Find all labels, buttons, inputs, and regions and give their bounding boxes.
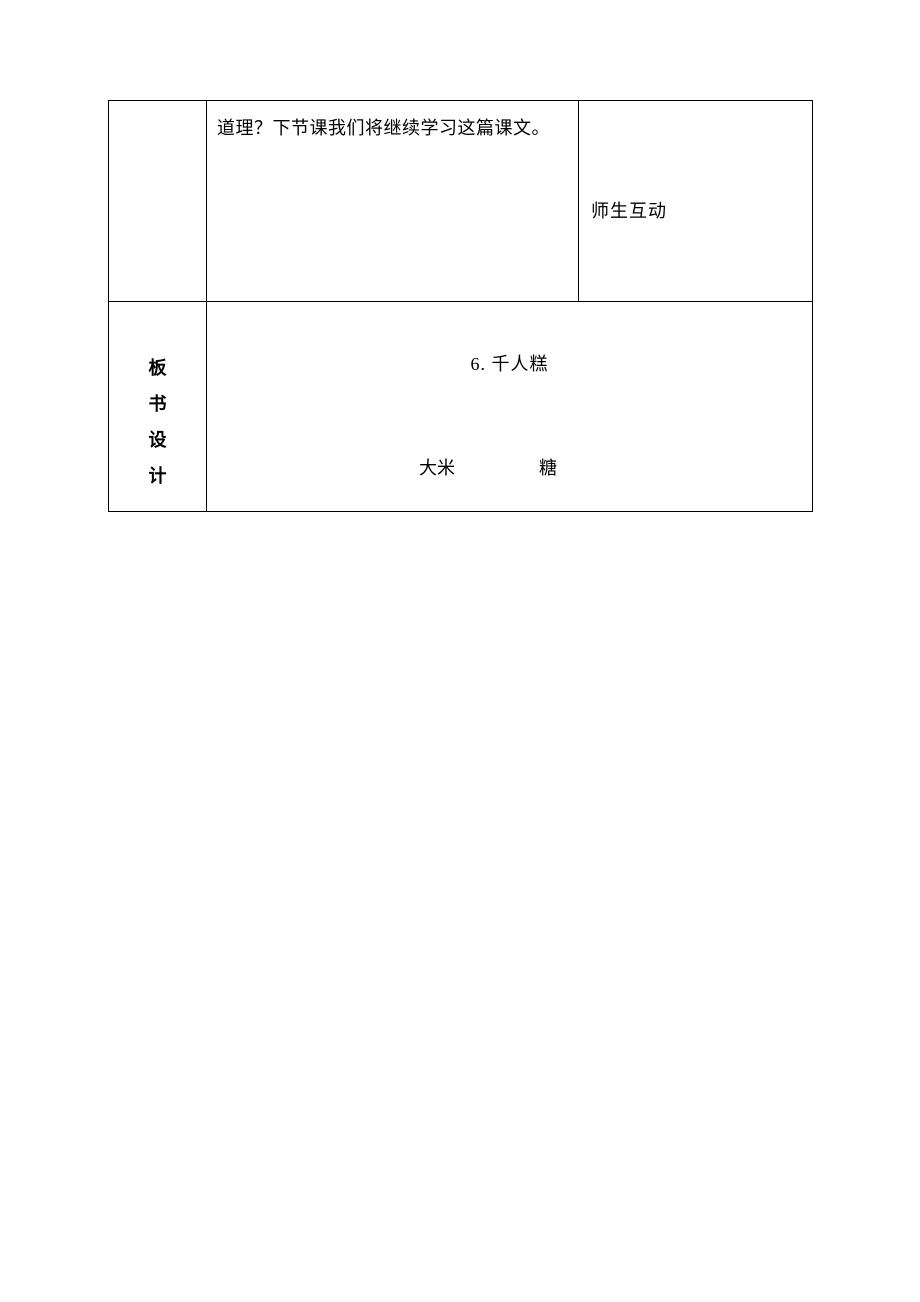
board-title: 6. 千人糕 bbox=[207, 350, 812, 376]
label-char: 书 bbox=[109, 386, 206, 422]
cell-empty bbox=[109, 101, 207, 302]
cell-board-design: 6. 千人糕 大米 糖 bbox=[207, 302, 813, 512]
page: 道理？下节课我们将继续学习这篇课文。 师生互动 板 书 设 计 6. 千人糕 大 bbox=[0, 0, 920, 1302]
cell-side: 师生互动 bbox=[579, 101, 813, 302]
label-char: 设 bbox=[109, 422, 206, 458]
board-design-label: 板 书 设 计 bbox=[109, 302, 206, 494]
table-row: 道理？下节课我们将继续学习这篇课文。 师生互动 bbox=[109, 101, 813, 302]
board-item: 大米 bbox=[419, 454, 455, 480]
label-char: 计 bbox=[109, 458, 206, 494]
cell-body: 道理？下节课我们将继续学习这篇课文。 bbox=[207, 101, 579, 302]
table-row: 板 书 设 计 6. 千人糕 大米 糖 bbox=[109, 302, 813, 512]
label-char: 板 bbox=[109, 350, 206, 386]
cell-section-label: 板 书 设 计 bbox=[109, 302, 207, 512]
lesson-plan-table: 道理？下节课我们将继续学习这篇课文。 师生互动 板 书 设 计 6. 千人糕 大 bbox=[108, 100, 813, 512]
side-note-text: 师生互动 bbox=[579, 101, 812, 223]
board-item: 糖 bbox=[539, 454, 557, 480]
lesson-continuation-text: 道理？下节课我们将继续学习这篇课文。 bbox=[207, 101, 578, 142]
